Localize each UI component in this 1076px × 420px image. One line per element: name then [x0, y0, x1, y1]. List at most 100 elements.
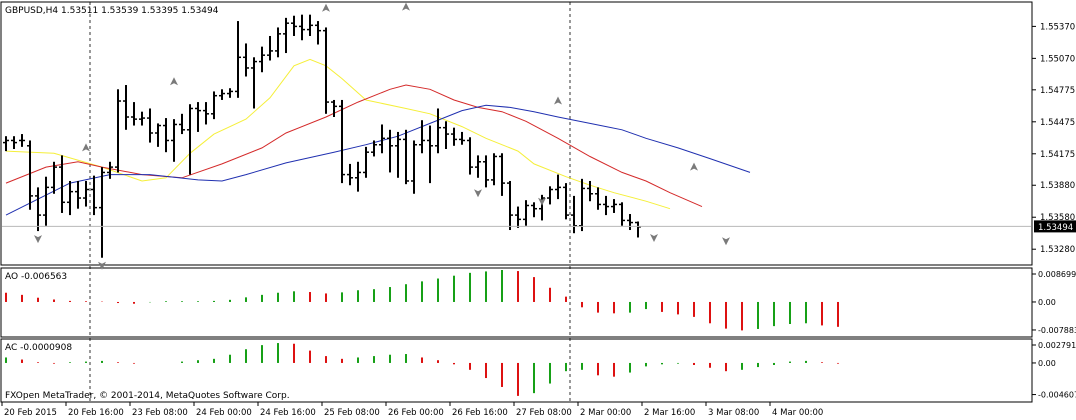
- ohlc-bar: [195, 102, 201, 132]
- fractal-down-arrow: [34, 235, 42, 244]
- fractal-down-arrow: [538, 197, 546, 206]
- ao-histogram: 0.008699 0.00 -0.007883: [5, 270, 1076, 335]
- ohlc-bar: [435, 108, 441, 154]
- price-tick-label: 1.54175: [1040, 150, 1075, 160]
- price-tick-label: 1.53280: [1040, 245, 1075, 255]
- price-tick-label: 1.53880: [1040, 181, 1075, 191]
- price-tick-label: 1.54775: [1040, 86, 1075, 96]
- price-bars: [3, 14, 641, 258]
- ohlc-bar: [315, 21, 321, 45]
- ohlc-bar: [187, 104, 193, 175]
- fractal-up-arrow: [322, 3, 330, 12]
- ohlc-bar: [99, 167, 105, 258]
- ohlc-bar: [67, 180, 73, 216]
- time-tick-label: 27 Feb 08:00: [516, 408, 572, 418]
- ohlc-bar: [467, 137, 473, 175]
- ohlc-bar: [347, 163, 353, 186]
- price-tick-label: 1.55370: [1040, 22, 1075, 32]
- fractal-down-arrow: [722, 237, 730, 246]
- moving-average-line: [5, 58, 671, 210]
- fractal-down-arrow: [98, 261, 106, 270]
- ohlc-bar: [243, 43, 249, 77]
- ohlc-bar: [299, 14, 305, 41]
- ohlc-bar: [107, 161, 113, 179]
- indicator-tick-label: 0.008699: [1038, 270, 1076, 279]
- fractal-down-arrow: [474, 189, 482, 198]
- moving-average-line: [5, 84, 703, 208]
- ohlc-bar: [163, 118, 169, 153]
- fractal-up-arrow: [554, 96, 562, 105]
- ohlc-bar: [171, 119, 177, 162]
- ohlc-bar: [395, 131, 401, 178]
- price-tick-label: 1.55070: [1040, 54, 1075, 64]
- indicator-tick-label: 0.002791: [1038, 341, 1076, 350]
- indicator-tick-label: 0.00: [1038, 359, 1056, 368]
- time-tick-label: 20 Feb 16:00: [68, 408, 124, 418]
- ohlc-bar: [555, 174, 561, 200]
- ohlc-bar: [579, 178, 585, 232]
- ohlc-bar: [515, 206, 521, 228]
- ohlc-bar: [403, 129, 409, 185]
- ohlc-bar: [427, 125, 433, 184]
- indicator-tick-label: 0.00: [1038, 298, 1056, 307]
- ac-pane-frame: [0, 338, 1033, 403]
- time-tick-label: 4 Mar 00:00: [772, 408, 823, 418]
- ohlc-bar: [371, 140, 377, 157]
- ohlc-bar: [627, 214, 633, 231]
- ohlc-bar: [563, 183, 569, 220]
- price-tick-label: 1.53580: [1040, 213, 1075, 223]
- ohlc-bar: [59, 155, 65, 213]
- ohlc-bar: [451, 127, 457, 146]
- ohlc-bar: [571, 195, 577, 234]
- ohlc-bar: [283, 17, 289, 54]
- ohlc-bar: [155, 123, 161, 147]
- ohlc-bar: [547, 186, 553, 205]
- ac-histogram: 0.002791 0.00 -0.004607: [5, 341, 1076, 400]
- ohlc-bar: [275, 27, 281, 58]
- moving-average-line: [5, 104, 751, 216]
- ohlc-bar: [323, 27, 329, 114]
- ohlc-bar: [531, 202, 537, 218]
- ohlc-bar: [251, 57, 257, 109]
- ohlc-bar: [91, 175, 97, 216]
- fractal-down-arrow: [650, 234, 658, 243]
- ohlc-bar: [147, 108, 153, 143]
- ohlc-bar: [587, 180, 593, 202]
- ohlc-bar: [363, 146, 369, 178]
- ohlc-bar: [139, 111, 145, 126]
- ohlc-bar: [83, 180, 89, 207]
- time-tick-label: 20 Feb 2015: [4, 408, 57, 418]
- ohlc-bar: [291, 15, 297, 36]
- fractal-up-arrow: [402, 2, 410, 11]
- ohlc-bar: [595, 187, 601, 210]
- ohlc-bar: [379, 124, 385, 154]
- ohlc-bar: [499, 153, 505, 196]
- ohlc-bar: [27, 140, 33, 210]
- ohlc-bar: [419, 120, 425, 154]
- time-axis: 20 Feb 2015 20 Feb 16:00 23 Feb 08:00 24 Fe…: [1, 402, 823, 418]
- ohlc-bar: [123, 85, 129, 130]
- ohlc-bar: [35, 187, 41, 232]
- ohlc-bar: [51, 161, 57, 194]
- ohlc-bar: [523, 200, 529, 226]
- ohlc-bar: [19, 134, 25, 147]
- ohlc-bar: [43, 176, 49, 226]
- ohlc-bar: [411, 140, 417, 194]
- fractal-arrows: [34, 2, 730, 270]
- time-tick-label: 3 Mar 08:00: [708, 408, 759, 418]
- fractal-up-arrow: [82, 143, 90, 152]
- current-price-box: [1034, 220, 1076, 233]
- ac-title: AC -0.0000908: [5, 343, 72, 353]
- indicator-tick-label: -0.007883: [1038, 326, 1076, 335]
- price-pane-frame: [0, 1, 1033, 266]
- ohlc-bar: [619, 202, 625, 226]
- ohlc-bar: [611, 199, 617, 213]
- ohlc-bar: [3, 136, 9, 152]
- ohlc-bar: [507, 180, 513, 231]
- time-tick-label: 24 Feb 16:00: [260, 408, 316, 418]
- ohlc-bar: [355, 161, 361, 192]
- chart-title: GBPUSD,H4 1.53511 1.53539 1.53395 1.5349…: [5, 6, 219, 16]
- ohlc-bar: [387, 129, 393, 173]
- ohlc-bar: [203, 102, 209, 125]
- ohlc-bar: [331, 99, 337, 118]
